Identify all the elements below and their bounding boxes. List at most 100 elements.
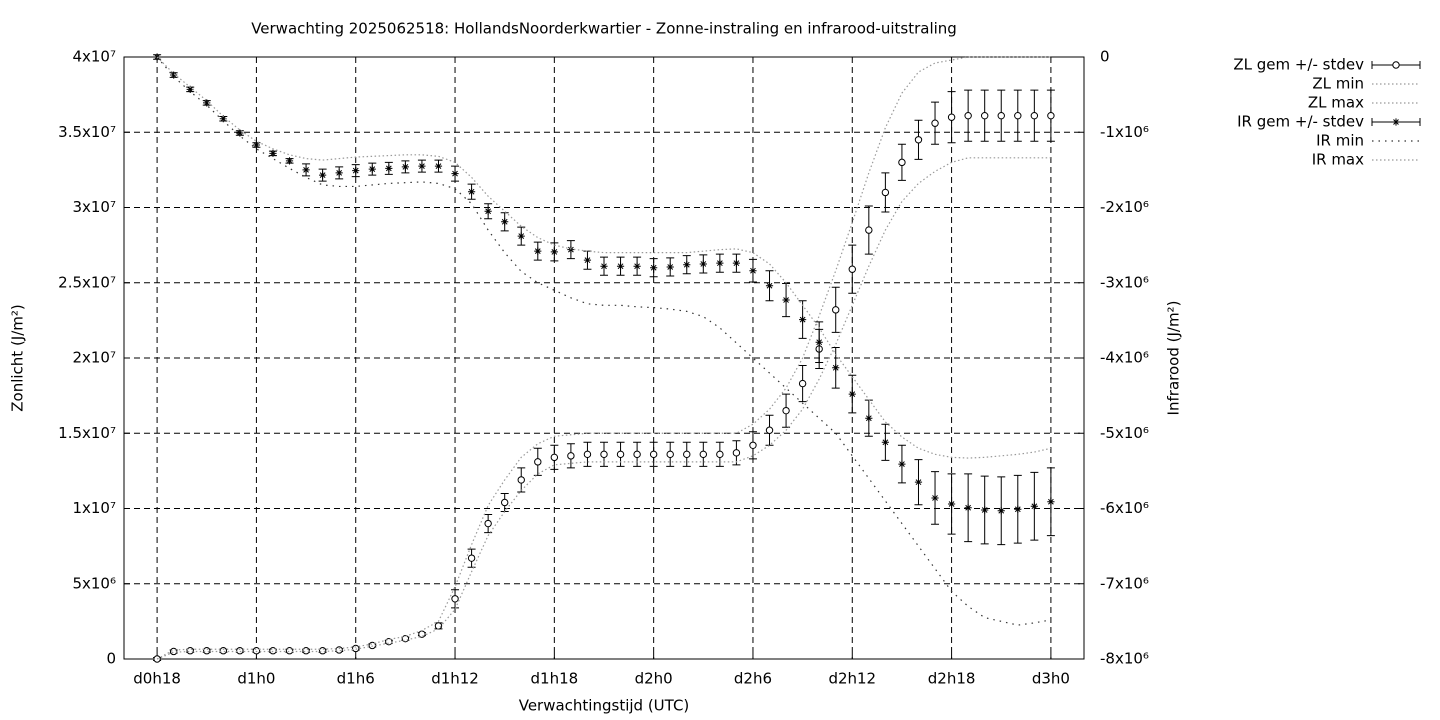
point [534,458,542,466]
y-axis-label: Zonlicht (J/m²) [9,304,27,412]
point [550,248,558,256]
point [318,647,327,655]
point [500,498,509,507]
point [484,519,492,528]
point [203,647,211,655]
point [848,390,856,398]
line [156,56,1051,660]
point [914,478,923,486]
y2-tick-label: -5x10⁶ [1100,424,1149,442]
line [156,157,1051,660]
point [434,162,443,170]
point [1030,502,1038,510]
point [732,449,741,457]
point [186,85,194,93]
point [865,226,873,234]
point [285,647,294,655]
y-tick-label: 0 [106,650,116,668]
point [633,262,641,270]
point [699,450,708,459]
point [1047,498,1055,506]
point [633,450,641,459]
y-tick-label: 2.5x10⁷ [58,273,116,291]
y-tick-label: 5x10⁶ [72,574,116,592]
y2-tick-label: -3x10⁶ [1100,273,1149,291]
x-tick-label: d3h0 [1032,670,1070,688]
point [931,119,939,127]
point [947,500,956,508]
legend-label: ZL max [1308,94,1364,112]
point [815,338,823,346]
line [156,56,1052,626]
point [798,379,807,388]
y-tick-label: 2x10⁷ [72,349,116,367]
point [964,111,972,120]
x-tick-label: d2h12 [828,670,876,688]
point [649,450,658,459]
point [285,157,294,165]
y-tick-label: 3.5x10⁷ [58,123,116,141]
point [683,450,691,459]
point [650,264,658,272]
point [683,261,691,269]
legend-label: IR min [1316,132,1364,150]
x-tick-label: d2h0 [635,670,673,688]
point [219,647,228,655]
y-tick-label: 1x10⁷ [72,499,116,517]
point [236,129,244,137]
y2-tick-label: -6x10⁶ [1100,499,1149,517]
y2-axis-label: Infrarood (J/m²) [1165,301,1183,416]
point [501,218,509,226]
point [716,259,724,267]
point [865,414,873,422]
point [319,171,327,179]
point [1047,111,1055,120]
y2-tick-label: -2x10⁶ [1100,198,1149,216]
point [269,149,277,157]
point [451,595,459,603]
point [368,165,376,173]
point [1014,111,1022,120]
point [550,453,559,462]
point [583,450,592,459]
point [467,188,476,196]
point [335,169,343,177]
point [302,647,310,655]
x-tick-label: d2h18 [928,670,976,688]
legend-marker [1392,118,1400,126]
point [964,504,972,512]
point [898,158,906,167]
point [981,506,989,514]
x-axis-label: Verwachtingstijd (UTC) [519,697,690,715]
point [947,113,956,121]
point [765,426,774,434]
point [616,262,625,270]
point [716,450,724,459]
point [600,262,608,270]
point [832,364,840,372]
y2-tick-label: -7x10⁶ [1100,574,1149,592]
point [980,111,989,120]
point [517,476,525,484]
y2-tick-label: -1x10⁶ [1100,123,1149,141]
point [848,265,856,273]
point [782,406,790,415]
point [997,111,1005,120]
y2-tick-label: -8x10⁶ [1100,650,1149,668]
point [352,644,360,653]
y2-tick-label: 0 [1100,48,1110,66]
point [600,450,608,459]
point [534,247,542,255]
point [517,232,525,240]
point [401,163,409,171]
point [799,316,807,324]
point [881,438,889,446]
point [732,259,741,267]
point [219,115,227,123]
x-tick-label: d1h0 [237,670,275,688]
point [832,306,840,314]
point [302,166,310,174]
y-tick-label: 3x10⁷ [72,198,116,216]
point [484,207,492,215]
point [451,170,459,178]
